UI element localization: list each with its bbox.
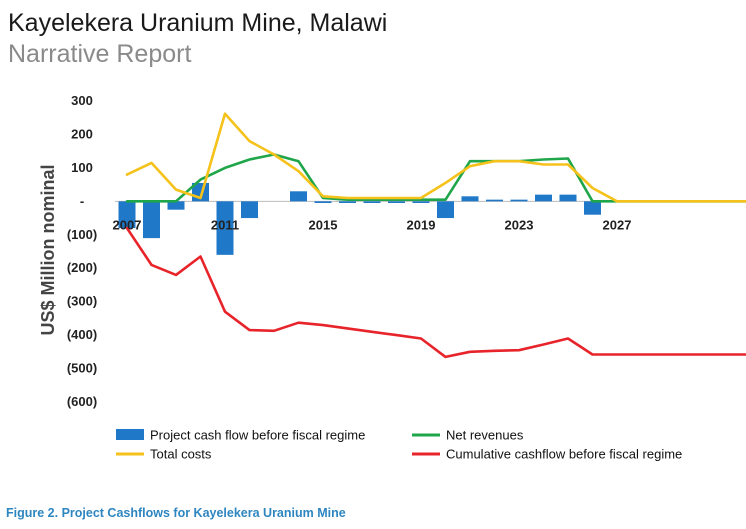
y-tick-label: (300) <box>67 294 97 309</box>
cashflow-bar <box>584 201 601 215</box>
legend-label: Cumulative cashflow before fiscal regime <box>446 447 682 462</box>
report-subtitle: Narrative Report <box>8 40 192 68</box>
y-axis-label: US$ Million nominal <box>38 164 58 335</box>
cashflow-bar <box>118 201 136 229</box>
legend-label: Project cash flow before fiscal regime <box>150 428 365 443</box>
cashflow-bar <box>167 201 185 210</box>
cashflow-bar <box>486 199 503 202</box>
report-title: Kayelekera Uranium Mine, Malawi <box>8 9 388 37</box>
y-tick-label: (500) <box>67 361 97 376</box>
x-tick-label: 2027 <box>603 217 632 232</box>
cashflow-bar <box>388 201 405 204</box>
y-tick-label: (600) <box>67 394 97 409</box>
y-axis-ticks: 300 200 100 - (100) (200) (300) (400) (500) (600) <box>67 93 97 409</box>
cashflow-bar <box>339 201 356 204</box>
cumulative-cashflow-line <box>125 226 746 359</box>
cashflow-bar <box>535 194 552 202</box>
legend-swatch-bar <box>116 429 144 440</box>
net-revenues-line <box>125 153 746 203</box>
legend-label: Net revenues <box>446 428 524 443</box>
cashflow-bar <box>510 199 528 202</box>
cashflow-bar <box>363 201 381 204</box>
x-tick-label: 2019 <box>407 217 436 232</box>
cashflow-bar <box>437 201 454 219</box>
x-tick-label: 2007 <box>113 217 142 232</box>
cashflow-bar <box>314 201 332 204</box>
x-tick-label: 2015 <box>309 217 338 232</box>
cashflow-bar <box>461 196 479 202</box>
cashflow-bar <box>143 201 160 239</box>
y-tick-label: (400) <box>67 327 97 342</box>
x-axis-ticks: 2007 2011 2015 2019 2023 2027 <box>113 217 632 232</box>
cashflow-bar <box>412 201 430 204</box>
y-tick-label: (200) <box>67 260 97 275</box>
x-tick-label: 2011 <box>211 217 239 232</box>
figure-caption: Figure 2. Project Cashflows for Kayeleke… <box>6 506 346 520</box>
y-tick-label: 200 <box>71 126 93 141</box>
x-tick-label: 2023 <box>505 217 534 232</box>
y-tick-label: 100 <box>71 160 93 175</box>
total-costs-line <box>125 112 746 203</box>
y-tick-label: 300 <box>71 93 93 108</box>
cashflow-bar <box>241 201 258 219</box>
y-tick-label: (100) <box>67 227 97 242</box>
cashflow-bar <box>559 194 577 202</box>
legend: Project cash flow before fiscal regime Ne… <box>116 428 682 462</box>
line-series <box>125 112 746 359</box>
y-tick-label: - <box>80 193 84 208</box>
legend-label: Total costs <box>150 447 212 462</box>
cashflow-bar <box>290 191 307 202</box>
cashflow-bar <box>216 201 234 255</box>
cashflow-chart: 300 200 100 - (100) (200) (300) (400) (500) (600)… <box>38 93 746 462</box>
bar-series <box>118 182 601 255</box>
